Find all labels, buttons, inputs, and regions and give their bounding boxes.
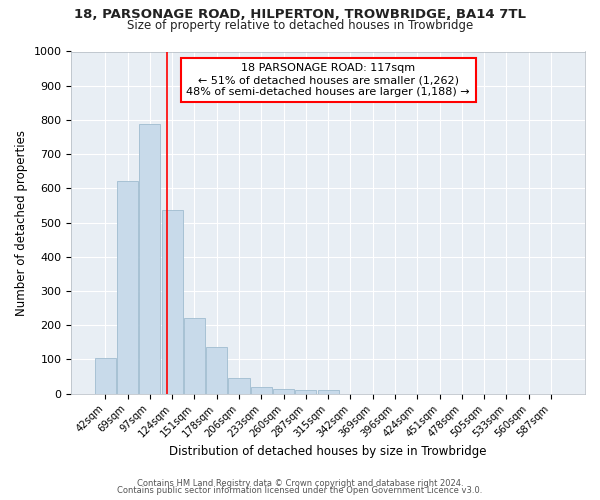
Text: Contains public sector information licensed under the Open Government Licence v3: Contains public sector information licen… (118, 486, 482, 495)
Bar (273, 389, 294, 394)
Bar (317, 390, 339, 394)
Bar (95, 358, 116, 394)
Bar (206, 348, 227, 394)
X-axis label: Distribution of detached houses by size in Trowbridge: Distribution of detached houses by size … (169, 444, 487, 458)
Bar (295, 390, 316, 394)
Bar (117, 181, 138, 394)
Bar (184, 318, 205, 394)
Text: 18 PARSONAGE ROAD: 117sqm
← 51% of detached houses are smaller (1,262)
48% of se: 18 PARSONAGE ROAD: 117sqm ← 51% of detac… (187, 64, 470, 96)
Bar (251, 388, 272, 394)
Bar (161, 210, 182, 394)
Bar (139, 124, 160, 394)
Text: 18, PARSONAGE ROAD, HILPERTON, TROWBRIDGE, BA14 7TL: 18, PARSONAGE ROAD, HILPERTON, TROWBRIDG… (74, 8, 526, 20)
Bar (229, 378, 250, 394)
Text: Contains HM Land Registry data © Crown copyright and database right 2024.: Contains HM Land Registry data © Crown c… (137, 478, 463, 488)
Text: Size of property relative to detached houses in Trowbridge: Size of property relative to detached ho… (127, 19, 473, 32)
Y-axis label: Number of detached properties: Number of detached properties (15, 130, 28, 316)
